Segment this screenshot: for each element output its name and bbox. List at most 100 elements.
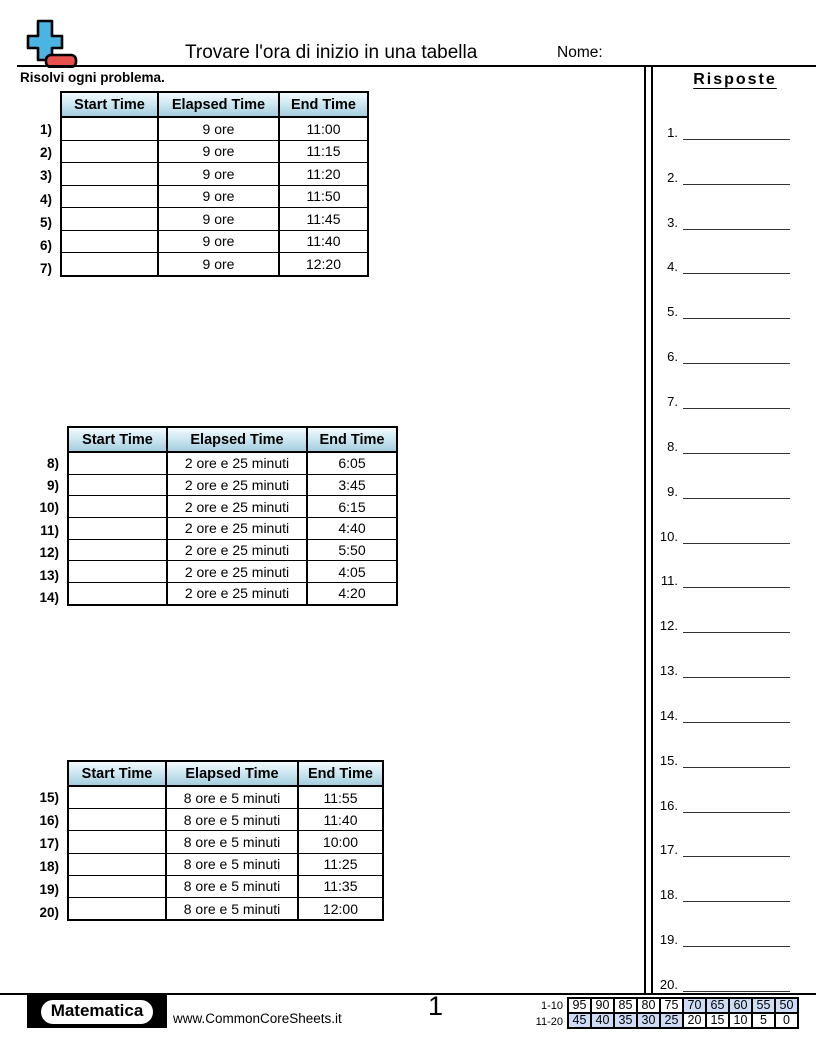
start-time-cell[interactable] — [67, 517, 168, 540]
row-number-label: 10) — [39, 500, 59, 516]
row-number-label: 13) — [39, 567, 59, 583]
elapsed-time-cell: 2 ore e 25 minuti — [166, 582, 308, 606]
start-time-cell[interactable] — [60, 229, 159, 253]
answer-number: 6. — [667, 349, 678, 364]
answer-item: 11. — [648, 570, 798, 588]
end-time-cell: 6:15 — [306, 495, 398, 519]
start-time-cell[interactable] — [67, 896, 167, 921]
row-number-label: 9) — [46, 478, 59, 494]
score-cell: 45 — [567, 1012, 592, 1029]
score-cell: 0 — [774, 1012, 799, 1029]
header-rule — [17, 65, 816, 67]
elapsed-time-cell: 9 ore — [157, 229, 280, 253]
answer-line[interactable] — [683, 348, 790, 364]
answer-line[interactable] — [683, 886, 790, 902]
table-row: 2 ore e 25 minuti 6:15 — [67, 495, 398, 519]
answer-line[interactable] — [683, 258, 790, 274]
answer-line[interactable] — [683, 841, 790, 857]
start-time-cell[interactable] — [67, 785, 167, 810]
start-time-cell[interactable] — [67, 808, 167, 832]
row-number-label: 5) — [39, 214, 52, 230]
answer-line[interactable] — [683, 214, 790, 230]
answer-number: 5. — [667, 304, 678, 319]
answer-line[interactable] — [683, 438, 790, 454]
start-time-cell[interactable] — [67, 451, 168, 475]
name-label: Nome: — [557, 44, 603, 61]
answer-line[interactable] — [683, 169, 790, 185]
start-time-cell[interactable] — [67, 874, 167, 898]
answer-line[interactable] — [683, 572, 790, 588]
answer-line[interactable] — [683, 976, 790, 992]
start-time-cell[interactable] — [67, 473, 168, 497]
start-time-cell[interactable] — [67, 495, 168, 519]
row-number-labels: 1) 2) 3) 4) 5) 6) 7) — [12, 118, 52, 280]
table-header-cell: Elapsed Time — [157, 91, 280, 118]
elapsed-time-cell: 9 ore — [157, 184, 280, 208]
row-number-label: 3) — [39, 168, 52, 184]
start-time-cell[interactable] — [67, 582, 168, 606]
row-number-label: 11) — [40, 522, 59, 538]
answer-number: 14. — [659, 708, 678, 723]
answer-line[interactable] — [683, 752, 790, 768]
table-header-cell: Elapsed Time — [166, 426, 308, 453]
end-time-cell: 5:50 — [306, 538, 398, 562]
start-time-cell[interactable] — [60, 252, 159, 276]
answer-line[interactable] — [683, 303, 790, 319]
answer-number: 19. — [659, 932, 678, 947]
start-time-cell[interactable] — [60, 139, 159, 163]
answer-item: 1. — [648, 122, 798, 140]
end-time-cell: 11:40 — [297, 808, 384, 832]
answer-number: 7. — [667, 394, 678, 409]
row-number-label: 19) — [39, 882, 59, 897]
answer-item: 16. — [648, 795, 798, 813]
instructions-text: Risolvi ogni problema. — [20, 70, 165, 85]
score-cell: 85 — [613, 997, 638, 1014]
start-time-cell[interactable] — [60, 162, 159, 186]
answer-line[interactable] — [683, 393, 790, 409]
table-row: 9 ore 11:15 — [60, 139, 369, 163]
plus-minus-icon — [26, 19, 78, 68]
answer-item: 19. — [648, 929, 798, 947]
row-number-label: 4) — [39, 191, 52, 207]
answer-number: 17. — [659, 842, 678, 857]
answer-number: 15. — [659, 753, 678, 768]
elapsed-time-cell: 9 ore — [157, 162, 280, 186]
elapsed-time-cell: 8 ore e 5 minuti — [165, 896, 299, 921]
answer-line[interactable] — [683, 483, 790, 499]
table-row: 8 ore e 5 minuti 12:00 — [67, 896, 384, 921]
row-number-label: 1) — [39, 122, 52, 138]
start-time-cell[interactable] — [60, 116, 159, 141]
answer-number: 9. — [667, 484, 678, 499]
answer-item: 2. — [648, 167, 798, 185]
table-header-cell: Start Time — [67, 760, 167, 787]
answer-line[interactable] — [683, 124, 790, 140]
answer-line[interactable] — [683, 617, 790, 633]
answer-item: 9. — [648, 481, 798, 499]
answer-line[interactable] — [683, 528, 790, 544]
start-time-cell[interactable] — [60, 184, 159, 208]
start-time-cell[interactable] — [67, 852, 167, 876]
start-time-cell[interactable] — [60, 207, 159, 231]
elapsed-time-cell: 2 ore e 25 minuti — [166, 495, 308, 519]
score-cell: 25 — [659, 1012, 684, 1029]
answer-line[interactable] — [683, 662, 790, 678]
start-time-cell[interactable] — [67, 538, 168, 562]
answer-line[interactable] — [683, 797, 790, 813]
table-row: 8 ore e 5 minuti 11:55 — [67, 785, 384, 810]
row-number-label: 16) — [39, 813, 59, 828]
start-time-cell[interactable] — [67, 560, 168, 584]
answer-item: 4. — [648, 256, 798, 274]
elapsed-time-cell: 2 ore e 25 minuti — [166, 560, 308, 584]
answer-line[interactable] — [683, 707, 790, 723]
start-time-cell[interactable] — [67, 830, 167, 854]
answer-line[interactable] — [683, 931, 790, 947]
table-row: 9 ore 11:50 — [60, 184, 369, 208]
row-number-labels: 15) 16) 17) 18) 19) 20) — [19, 786, 59, 924]
score-cell: 60 — [728, 997, 753, 1014]
answer-item: 20. — [648, 974, 798, 992]
row-number-label: 20) — [39, 905, 59, 920]
end-time-cell: 11:45 — [278, 207, 369, 231]
end-time-cell: 11:50 — [278, 184, 369, 208]
score-cell: 15 — [705, 1012, 730, 1029]
score-cell: 50 — [774, 997, 799, 1014]
